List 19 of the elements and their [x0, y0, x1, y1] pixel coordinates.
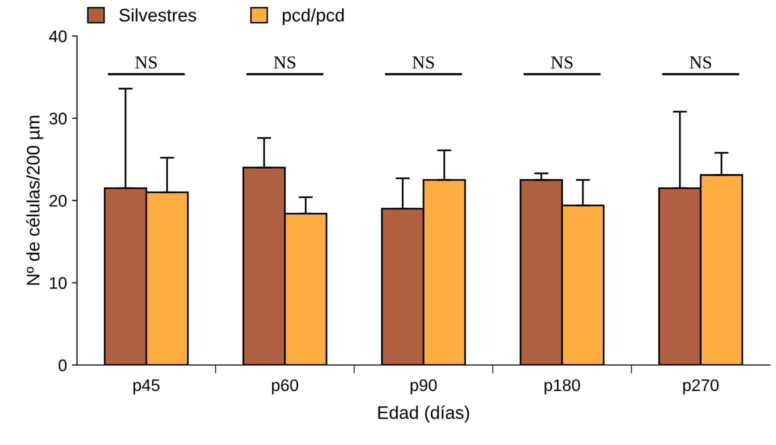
- legend-label: Silvestres: [119, 8, 196, 22]
- y-tick-label: 0: [58, 359, 67, 372]
- annotation: NS: [551, 56, 573, 69]
- x-tick-label: p45: [133, 380, 160, 394]
- x-tick-label: p270: [683, 379, 719, 394]
- legend-label: pcd/pcd: [282, 8, 344, 26]
- y-tick-label: 20: [50, 194, 67, 207]
- y-tick-label: 30: [49, 112, 67, 124]
- annotation: NS: [274, 56, 296, 69]
- y-axis-title: Nº de células/200 µm: [26, 116, 44, 285]
- x-tick-label: p60: [272, 379, 298, 394]
- y-tick-label: 10: [50, 277, 67, 289]
- x-tick-label: p180: [544, 379, 580, 394]
- annotation: NS: [135, 56, 157, 69]
- x-tick-label: p90: [410, 379, 437, 394]
- y-tick-label: 40: [49, 30, 67, 42]
- annotation: NS: [412, 56, 434, 69]
- x-axis-title: Edad (días): [378, 406, 470, 423]
- annotation: NS: [690, 56, 712, 69]
